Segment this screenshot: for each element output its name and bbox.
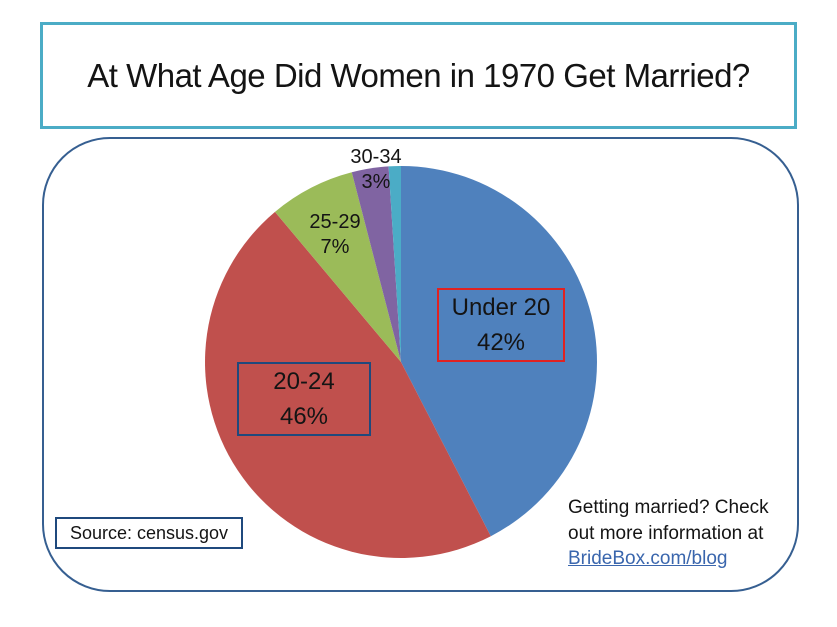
label-under-20-box: Under 20 42%	[437, 288, 565, 362]
label-25-29-text: 25-29	[309, 211, 361, 233]
promo-line1: Getting married? Check	[568, 497, 769, 518]
promo-line2: out more information at	[568, 522, 764, 544]
pie-slice-unlabeled	[388, 165, 401, 362]
label-30-34-text: 30-34	[350, 146, 402, 168]
label-30-34: 30-34 3%	[321, 145, 431, 195]
chart-title: At What Age Did Women in 1970 Get Marrie…	[87, 56, 750, 94]
label-25-29: 25-29 7%	[280, 210, 390, 260]
pie-slice-30-34	[351, 166, 401, 362]
pie-slice-20-24	[205, 211, 491, 558]
promo-link[interactable]: BrideBox.com/blog	[568, 548, 728, 569]
promo-text: Getting married? Check out more informat…	[568, 495, 783, 572]
label-30-34-pct: 3%	[361, 171, 391, 193]
chart-title-box: At What Age Did Women in 1970 Get Marrie…	[40, 22, 797, 129]
source-box: Source: census.gov	[55, 517, 243, 549]
label-20-24-text: 20-24	[273, 368, 335, 395]
pie-slice-under-20	[401, 166, 597, 537]
label-under-20-text: Under 20	[451, 294, 551, 321]
label-20-24-pct: 46%	[279, 403, 329, 430]
source-label: Source: census.gov	[69, 522, 229, 543]
label-25-29-pct: 7%	[320, 236, 350, 258]
label-20-24-box: 20-24 46%	[237, 362, 371, 436]
label-under-20-pct: 42%	[476, 329, 526, 356]
pie-slice-25-29	[275, 172, 401, 362]
